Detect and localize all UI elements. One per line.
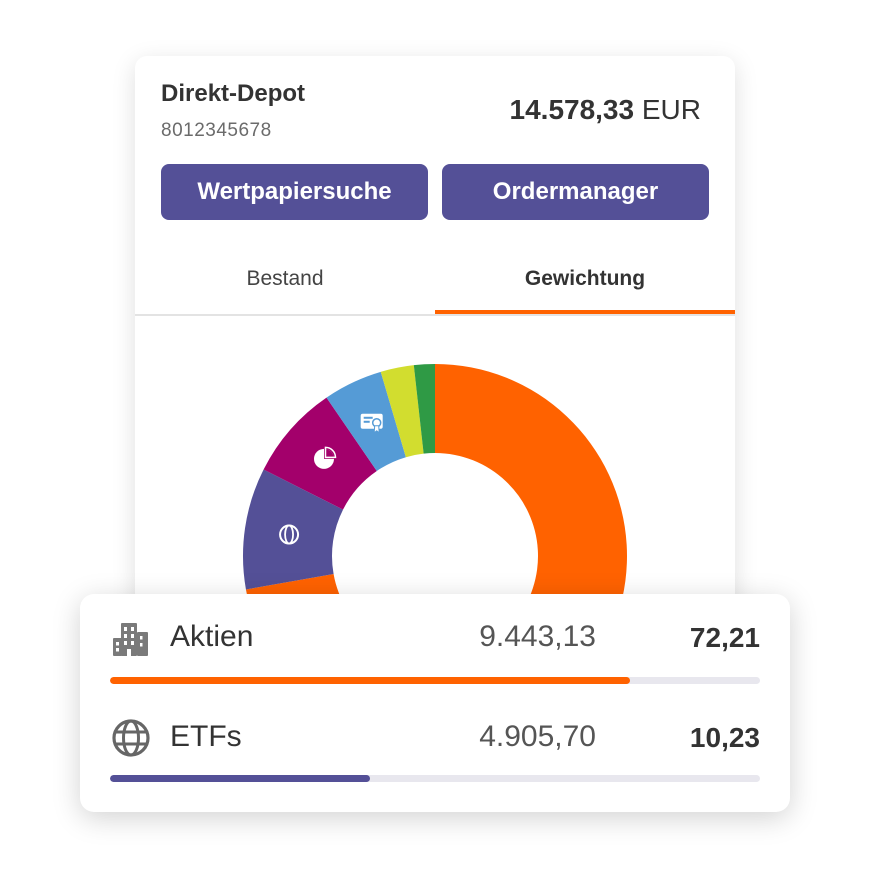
- pie-chart-icon: [313, 446, 337, 469]
- row-aktien-bar: [110, 677, 760, 684]
- depot-card: Direkt-Depot 8012345678 14.578,33 EUR We…: [135, 56, 735, 656]
- row-aktien-label: Aktien: [170, 620, 254, 653]
- row-etfs-percent: 10,23: [689, 722, 760, 753]
- certificate-icon: [360, 413, 383, 434]
- building-icon: [113, 623, 148, 656]
- tab-holdings[interactable]: Bestand: [135, 246, 435, 312]
- row-etfs-bar: [110, 775, 760, 782]
- donut-slice-5[interactable]: [413, 364, 435, 454]
- order-manager-button[interactable]: Ordermanager: [442, 164, 709, 220]
- tab-weighting-label: Gewichtung: [524, 267, 646, 290]
- depot-balance: 14.578,33 EUR: [510, 94, 701, 126]
- tab-bar: Bestand Gewichtung: [135, 246, 735, 316]
- depot-title: Direkt-Depot: [161, 80, 306, 107]
- globe-icon: [112, 719, 150, 757]
- active-tab-indicator: [435, 310, 735, 314]
- globe-icon: [279, 524, 300, 545]
- securities-search-button[interactable]: Wertpapiersuche: [161, 164, 428, 220]
- row-etfs-label: ETFs: [170, 720, 242, 753]
- tab-weighting[interactable]: Gewichtung: [435, 246, 735, 314]
- row-etfs-bar-fill: [110, 775, 370, 782]
- row-aktien-bar-fill: [110, 677, 630, 684]
- weighting-donut-chart: [243, 364, 627, 656]
- balance-currency: EUR: [641, 94, 701, 125]
- donut-slice-4[interactable]: [380, 365, 424, 458]
- tab-holdings-label: Bestand: [246, 267, 324, 290]
- depot-number: 8012345678: [161, 120, 272, 141]
- donut-slice-0[interactable]: [245, 364, 627, 656]
- row-aktien-percent: 72,21: [689, 622, 760, 653]
- row-etfs-value: 4.905,70: [479, 720, 596, 753]
- row-aktien-value: 9.443,13: [479, 620, 596, 653]
- asset-breakdown-panel: Aktien 9.443,13 72,21 ETFs 4.905,70 10,2…: [80, 594, 790, 812]
- balance-amount: 14.578,33: [509, 94, 635, 125]
